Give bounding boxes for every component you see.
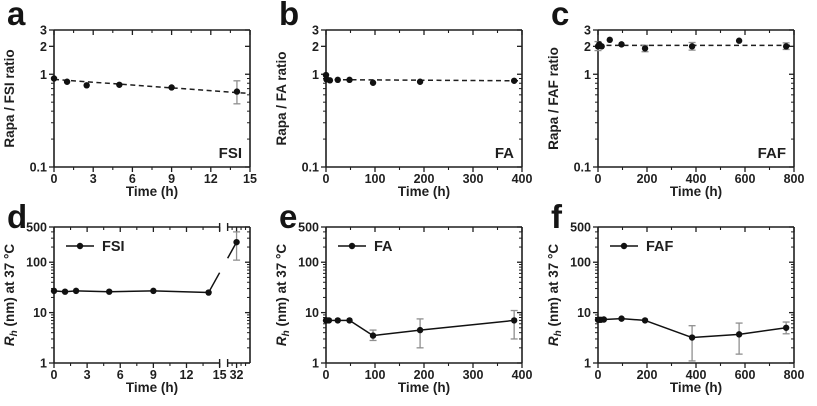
svg-text:500: 500 (26, 221, 47, 235)
svg-text:FSI: FSI (219, 145, 242, 162)
panel-d-chart: 0 3 6 9 12 15 32 1 10 100 500 Time (h) Rh (nm) at 37… (2, 221, 251, 395)
svg-text:FA: FA (374, 239, 393, 255)
svg-text:Rapa / FSI ratio: Rapa / FSI ratio (2, 49, 17, 147)
panel-c: c 0 200 400 600 800 0.1 1 2 3 Time (h) Rapa / FAF … (544, 0, 817, 203)
svg-text:0: 0 (323, 172, 330, 186)
svg-text:3: 3 (584, 24, 591, 38)
svg-text:200: 200 (637, 172, 658, 186)
svg-text:200: 200 (414, 368, 435, 382)
svg-text:Rh (nm) at 37 °C: Rh (nm) at 37 °C (274, 244, 292, 347)
svg-text:300: 300 (463, 172, 484, 186)
svg-text:500: 500 (298, 221, 319, 235)
svg-text:Rh (nm) at 37 °C: Rh (nm) at 37 °C (546, 244, 564, 347)
panel-letter-d: d (7, 198, 28, 235)
svg-text:100: 100 (365, 368, 386, 382)
svg-text:0.1: 0.1 (30, 161, 47, 175)
svg-text:32: 32 (230, 368, 244, 382)
panel-f: f 0 200 400 600 800 1 10 100 500 Time (h) Rh (nm) … (544, 198, 817, 406)
svg-text:2: 2 (584, 40, 591, 54)
panel-c-chart: 0 200 400 600 800 0.1 1 2 3 Time (h) Rapa / FAF ra… (546, 24, 805, 200)
svg-text:0: 0 (51, 172, 58, 186)
svg-text:FSI: FSI (102, 239, 125, 255)
svg-text:400: 400 (512, 172, 533, 186)
svg-text:6: 6 (117, 368, 124, 382)
panel-letter-a: a (7, 0, 26, 32)
svg-text:FAF: FAF (646, 239, 674, 255)
svg-text:200: 200 (637, 368, 658, 382)
svg-text:300: 300 (463, 368, 484, 382)
svg-text:400: 400 (686, 172, 707, 186)
svg-text:800: 800 (784, 172, 805, 186)
panel-e: e 0 100 200 300 400 1 10 100 500 Time (h) Rh (nm) … (272, 198, 544, 406)
svg-text:6: 6 (129, 172, 136, 186)
svg-text:200: 200 (414, 172, 435, 186)
svg-text:0: 0 (595, 368, 602, 382)
svg-text:9: 9 (168, 172, 175, 186)
svg-text:600: 600 (735, 172, 756, 186)
svg-text:FAF: FAF (758, 145, 786, 162)
svg-text:0: 0 (51, 368, 58, 382)
panel-letter-e: e (279, 198, 298, 235)
svg-text:Time (h): Time (h) (670, 380, 722, 395)
svg-text:Time (h): Time (h) (126, 184, 178, 199)
svg-text:3: 3 (84, 368, 91, 382)
svg-text:0: 0 (595, 172, 602, 186)
svg-text:Time (h): Time (h) (126, 380, 178, 395)
panel-letter-f: f (551, 198, 562, 235)
panel-b-chart: 0 100 200 300 400 0.1 1 2 3 Time (h) Rapa / FA rat… (274, 24, 533, 200)
svg-text:3: 3 (312, 24, 319, 38)
svg-text:400: 400 (686, 368, 707, 382)
panel-f-chart: 0 200 400 600 800 1 10 100 500 Time (h) Rh (nm) at… (546, 221, 805, 396)
svg-text:0.1: 0.1 (574, 161, 591, 175)
panel-e-chart: 0 100 200 300 400 1 10 100 500 Time (h) Rh (nm) at… (274, 221, 533, 396)
svg-text:0: 0 (323, 368, 330, 382)
panel-letter-c: c (551, 0, 570, 32)
svg-text:15: 15 (243, 172, 257, 186)
svg-text:1: 1 (40, 68, 47, 82)
svg-text:Time (h): Time (h) (670, 184, 722, 199)
svg-text:Time (h): Time (h) (398, 184, 450, 199)
svg-text:1: 1 (312, 68, 319, 82)
svg-text:Rh (nm) at 37 °C: Rh (nm) at 37 °C (2, 244, 20, 347)
svg-text:0.1: 0.1 (302, 161, 319, 175)
svg-text:10: 10 (305, 306, 319, 320)
svg-text:2: 2 (312, 40, 319, 54)
panel-b: b 0 100 200 300 400 0.1 1 2 3 Time (h) Rapa / FA r… (272, 0, 544, 203)
svg-text:3: 3 (40, 24, 47, 38)
svg-text:1: 1 (584, 68, 591, 82)
svg-text:100: 100 (26, 256, 47, 270)
svg-text:500: 500 (570, 221, 591, 235)
svg-text:Rapa / FA ratio: Rapa / FA ratio (274, 51, 289, 145)
svg-text:2: 2 (40, 40, 47, 54)
panel-a: a 0 3 6 9 12 15 0.1 1 2 3 Time (h) Rapa / FSI ratio… (0, 0, 272, 203)
svg-text:1: 1 (40, 357, 47, 371)
svg-text:Time (h): Time (h) (398, 380, 450, 395)
svg-text:10: 10 (577, 306, 591, 320)
svg-text:1: 1 (584, 357, 591, 371)
panel-d: d 0 3 6 9 12 15 32 1 10 100 500 Time (h) Rh (nm) at … (0, 198, 272, 406)
svg-text:1: 1 (312, 357, 319, 371)
svg-text:15: 15 (213, 368, 227, 382)
svg-text:100: 100 (570, 256, 591, 270)
svg-text:800: 800 (784, 368, 805, 382)
svg-text:FA: FA (495, 145, 514, 162)
svg-text:600: 600 (735, 368, 756, 382)
svg-text:100: 100 (365, 172, 386, 186)
svg-text:10: 10 (33, 306, 47, 320)
svg-text:Rapa / FAF ratio: Rapa / FAF ratio (546, 47, 561, 150)
panel-letter-b: b (279, 0, 300, 32)
svg-text:3: 3 (90, 172, 97, 186)
svg-text:12: 12 (180, 368, 194, 382)
svg-text:400: 400 (512, 368, 533, 382)
svg-text:9: 9 (150, 368, 157, 382)
svg-text:12: 12 (204, 172, 218, 186)
svg-text:100: 100 (298, 256, 319, 270)
